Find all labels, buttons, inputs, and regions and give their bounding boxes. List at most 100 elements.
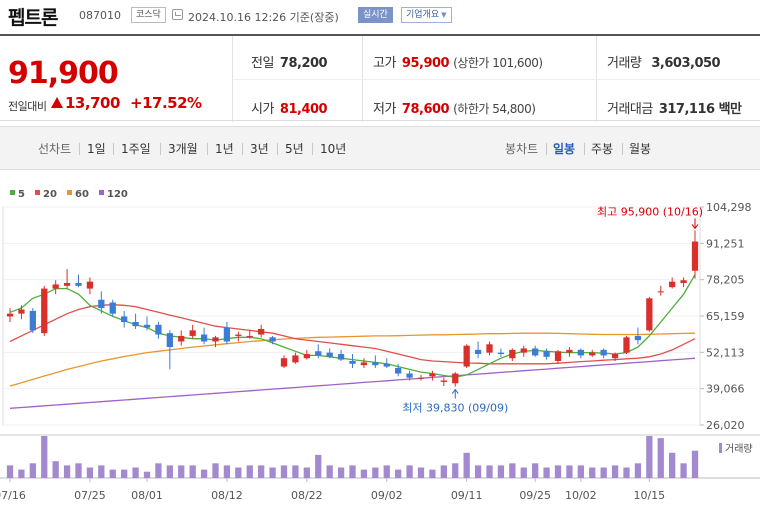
weekly-candle-button[interactable]: 주봉 (591, 142, 614, 156)
volume-bar (326, 465, 333, 478)
candle-body (18, 309, 25, 314)
volume-bar (589, 467, 596, 478)
volume-bar (509, 463, 516, 478)
volume-bar (440, 465, 447, 478)
y-tick-label: 104,298 (706, 201, 752, 214)
period-1d-button[interactable]: 1일 (87, 142, 106, 156)
x-tick-label: 07/25 (74, 489, 106, 502)
open-value: 81,400 (279, 102, 328, 117)
volume-bar (52, 461, 59, 478)
candle-body (189, 330, 196, 336)
volume-bar (463, 452, 470, 478)
volume-bar (646, 436, 653, 478)
volume-bar (691, 450, 699, 478)
volume-bar (532, 463, 539, 478)
divider (113, 143, 114, 155)
candle-body (292, 355, 299, 363)
period-3y-button[interactable]: 3년 (250, 142, 269, 156)
monthly-candle-button[interactable]: 월봉 (629, 142, 652, 156)
chevron-down-icon: ▼ (441, 11, 447, 19)
divider (207, 143, 208, 155)
realtime-badge[interactable]: 실시간 (358, 7, 393, 23)
prev-close-label: 전일 (251, 56, 274, 71)
price-chart[interactable]: 104,298 91,251 78,205 65,159 52,113 39,066 26,… (0, 181, 760, 510)
legend-swatch (67, 190, 72, 195)
x-tick-label: 09/25 (519, 489, 551, 502)
volume-bar (246, 465, 253, 478)
divider (232, 36, 233, 122)
volume-bar (212, 463, 219, 478)
volume-bar (669, 452, 676, 478)
volume-bar (86, 467, 94, 478)
volume-bar (166, 465, 173, 478)
candle-body (178, 335, 185, 342)
x-tick-label: 07/16 (0, 489, 26, 502)
ma20-line (9, 304, 696, 365)
lower-limit: (하한가 54,800) (453, 102, 536, 116)
change-amount: 13,700 (51, 94, 120, 112)
ma60-line (9, 332, 696, 387)
daily-candle-button[interactable]: 일봉 (553, 142, 576, 156)
volume-bar (41, 436, 48, 478)
candle-body (246, 335, 253, 337)
candle-body (497, 352, 505, 355)
open-label: 시가 (251, 102, 274, 117)
candle-body (611, 354, 619, 359)
candle-body (86, 281, 94, 289)
volume-bar (337, 467, 345, 478)
legend-swatch (99, 190, 104, 195)
high-label: 고가 (373, 56, 396, 71)
candle-body (406, 373, 413, 378)
company-overview-label: 기업개요 (406, 10, 440, 20)
prev-close: 전일 78,200 (251, 52, 328, 71)
y-tick-label: 26,020 (706, 419, 745, 432)
volume-bar (429, 469, 436, 478)
candle-body (360, 362, 368, 366)
candle-body (383, 363, 390, 367)
x-tick-label: 08/01 (131, 489, 163, 502)
candle-body (577, 349, 584, 356)
volume-bar (200, 469, 208, 478)
period-5y-button[interactable]: 5년 (285, 142, 304, 156)
candle-body (155, 324, 162, 335)
divider (160, 143, 161, 155)
volume-bar (349, 465, 356, 478)
upper-limit: (상한가 101,600) (453, 56, 543, 70)
candle-body (337, 354, 345, 360)
candle-body (520, 348, 527, 353)
volume-label: 거래량 (607, 56, 642, 71)
volume-bar (292, 465, 299, 478)
candle-body (258, 328, 265, 335)
amount-unit: 백만 (718, 102, 742, 117)
change-value: 13,700 (65, 94, 120, 112)
period-1y-button[interactable]: 1년 (215, 142, 234, 156)
price-summary: 91,900 전일대비 13,700 +17.52% 전일 78,200 고가 95… (0, 34, 760, 122)
candle-body (417, 377, 425, 379)
low-value: 78,600 (401, 102, 450, 117)
trade-amount: 거래대금 317,116 백만 (607, 98, 742, 117)
volume-bar (132, 467, 139, 478)
high-value: 95,900 (401, 56, 450, 71)
x-tick-label: 09/11 (451, 489, 483, 502)
volume-bar (143, 471, 151, 478)
candle-body (600, 349, 607, 356)
volume-bar (520, 467, 527, 478)
prev-close-value: 78,200 (279, 56, 328, 71)
volume-bar (189, 465, 196, 478)
period-1w-button[interactable]: 1주일 (121, 142, 151, 156)
high-price: 고가 95,900 (상한가 101,600) (373, 52, 543, 71)
volume-bar (577, 465, 584, 478)
volume-bar (121, 469, 128, 478)
stock-name: 펩트론 (8, 7, 58, 29)
company-overview-button[interactable]: 기업개요 ▼ (401, 7, 452, 23)
candle-body (166, 333, 173, 348)
volume-bar (474, 465, 482, 478)
y-tick-label: 65,159 (706, 310, 745, 323)
candle-body (372, 362, 379, 366)
candle-body (223, 327, 231, 342)
volume-bar (680, 463, 687, 478)
period-3m-button[interactable]: 3개월 (168, 142, 198, 156)
divider (79, 143, 80, 155)
volume-bar (18, 469, 25, 478)
period-10y-button[interactable]: 10년 (320, 142, 347, 156)
